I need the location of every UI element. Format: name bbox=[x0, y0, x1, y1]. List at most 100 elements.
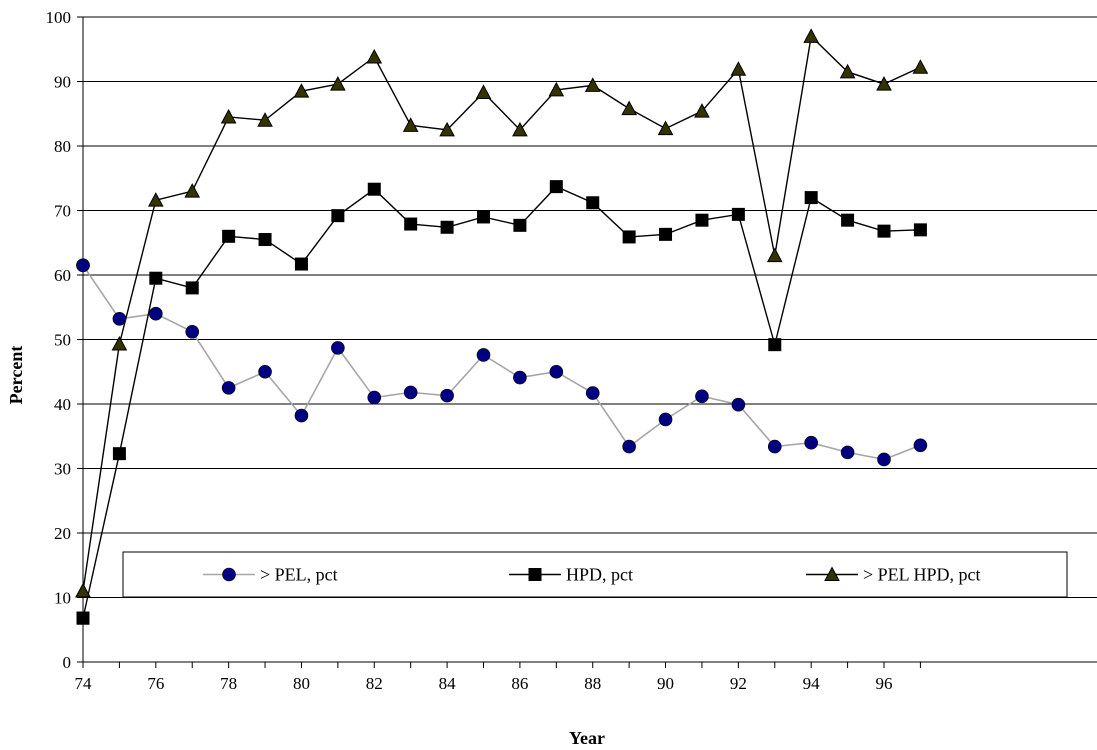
legend: > PEL, pct HPD, pct > PEL HPD, pct bbox=[122, 551, 1068, 598]
data-point bbox=[621, 100, 637, 116]
data-point bbox=[877, 224, 891, 238]
series-overlay bbox=[75, 258, 91, 625]
data-point bbox=[586, 196, 600, 210]
data-point bbox=[584, 77, 601, 92]
data-point bbox=[549, 180, 563, 194]
gridlines bbox=[83, 16, 1097, 598]
data-point bbox=[111, 335, 128, 351]
x-tick-label: 92 bbox=[730, 674, 747, 693]
data-point bbox=[804, 191, 818, 205]
data-point bbox=[293, 83, 310, 98]
legend-marker bbox=[824, 566, 840, 581]
data-point bbox=[257, 112, 273, 127]
data-point bbox=[657, 120, 674, 136]
y-tick-label: 20 bbox=[54, 524, 71, 543]
data-point bbox=[695, 389, 709, 404]
y-tick-label: 50 bbox=[54, 331, 71, 350]
data-point bbox=[402, 117, 419, 132]
data-point bbox=[694, 103, 710, 118]
data-point bbox=[222, 229, 236, 243]
legend-label: > PEL HPD, pct bbox=[863, 565, 980, 585]
series-line bbox=[82, 185, 921, 619]
data-point bbox=[766, 247, 783, 263]
data-point bbox=[840, 445, 855, 460]
data-point bbox=[112, 447, 126, 461]
y-tick-label: 30 bbox=[54, 460, 71, 479]
legend-label: HPD, pct bbox=[566, 565, 633, 585]
x-tick-label: 90 bbox=[657, 674, 674, 693]
x-tick-label: 94 bbox=[803, 674, 821, 693]
data-point bbox=[549, 364, 564, 379]
data-point bbox=[839, 63, 856, 79]
x-tick-label: 76 bbox=[147, 674, 164, 693]
data-point bbox=[147, 192, 164, 207]
series-group bbox=[75, 28, 929, 625]
data-point bbox=[622, 230, 636, 244]
data-point bbox=[695, 213, 709, 227]
series-line bbox=[82, 34, 921, 592]
data-point bbox=[367, 182, 381, 196]
data-point bbox=[512, 121, 528, 137]
series-1 bbox=[76, 258, 928, 467]
data-point bbox=[513, 370, 527, 385]
data-point bbox=[440, 388, 454, 403]
data-point bbox=[258, 364, 272, 379]
x-tick-label: 82 bbox=[366, 674, 383, 693]
data-point bbox=[331, 209, 345, 223]
legend-item: > PEL HPD, pct bbox=[806, 565, 980, 585]
y-tick-label: 90 bbox=[54, 73, 71, 92]
data-point bbox=[803, 28, 820, 43]
data-point bbox=[75, 582, 91, 598]
x-tick-label: 86 bbox=[511, 674, 528, 693]
y-tick-label: 80 bbox=[54, 137, 71, 156]
x-tick-label: 74 bbox=[75, 674, 93, 693]
data-point bbox=[513, 218, 527, 232]
data-point bbox=[185, 324, 200, 339]
data-point bbox=[477, 210, 490, 224]
data-point bbox=[475, 84, 492, 99]
data-point bbox=[768, 338, 782, 352]
y-tick-labels: 0 10 20 30 40 50 60 70 80 90 100 bbox=[46, 8, 72, 672]
data-point bbox=[841, 213, 855, 227]
legend-label: > PEL, pct bbox=[260, 565, 338, 585]
data-point bbox=[440, 220, 454, 234]
data-point bbox=[76, 258, 90, 273]
series-line bbox=[82, 264, 921, 461]
data-point bbox=[331, 341, 345, 355]
y-tick-label: 10 bbox=[54, 589, 71, 608]
x-tick-labels: 74 76 78 80 82 84 86 88 90 92 94 96 bbox=[75, 674, 893, 693]
data-point bbox=[476, 348, 491, 362]
data-point bbox=[403, 385, 418, 400]
data-point bbox=[221, 381, 236, 395]
y-tick-label: 60 bbox=[54, 266, 71, 285]
data-point bbox=[659, 227, 673, 241]
x-tick-label: 84 bbox=[439, 674, 457, 693]
data-point bbox=[258, 233, 272, 247]
x-tick-label: 80 bbox=[293, 674, 310, 693]
data-point bbox=[149, 306, 163, 321]
data-point bbox=[730, 61, 747, 76]
y-tick-label: 0 bbox=[63, 653, 72, 672]
x-tick-label: 78 bbox=[220, 674, 237, 693]
data-point bbox=[767, 439, 782, 454]
data-point bbox=[184, 183, 201, 198]
data-point bbox=[548, 81, 565, 97]
data-point bbox=[367, 390, 382, 405]
y-tick-label: 100 bbox=[46, 8, 72, 27]
data-point bbox=[876, 76, 892, 91]
series-2 bbox=[76, 180, 927, 625]
data-point bbox=[622, 439, 636, 454]
data-point bbox=[912, 59, 929, 74]
y-axis-title: Percent bbox=[6, 346, 26, 405]
data-point bbox=[913, 438, 928, 453]
data-point bbox=[366, 48, 383, 64]
data-point bbox=[658, 412, 673, 427]
legend-marker bbox=[528, 568, 542, 581]
data-point bbox=[877, 452, 891, 467]
x-tick-label: 88 bbox=[584, 674, 601, 693]
data-point bbox=[330, 76, 346, 91]
data-point bbox=[804, 435, 818, 450]
data-point bbox=[439, 121, 455, 137]
data-point bbox=[220, 108, 237, 124]
